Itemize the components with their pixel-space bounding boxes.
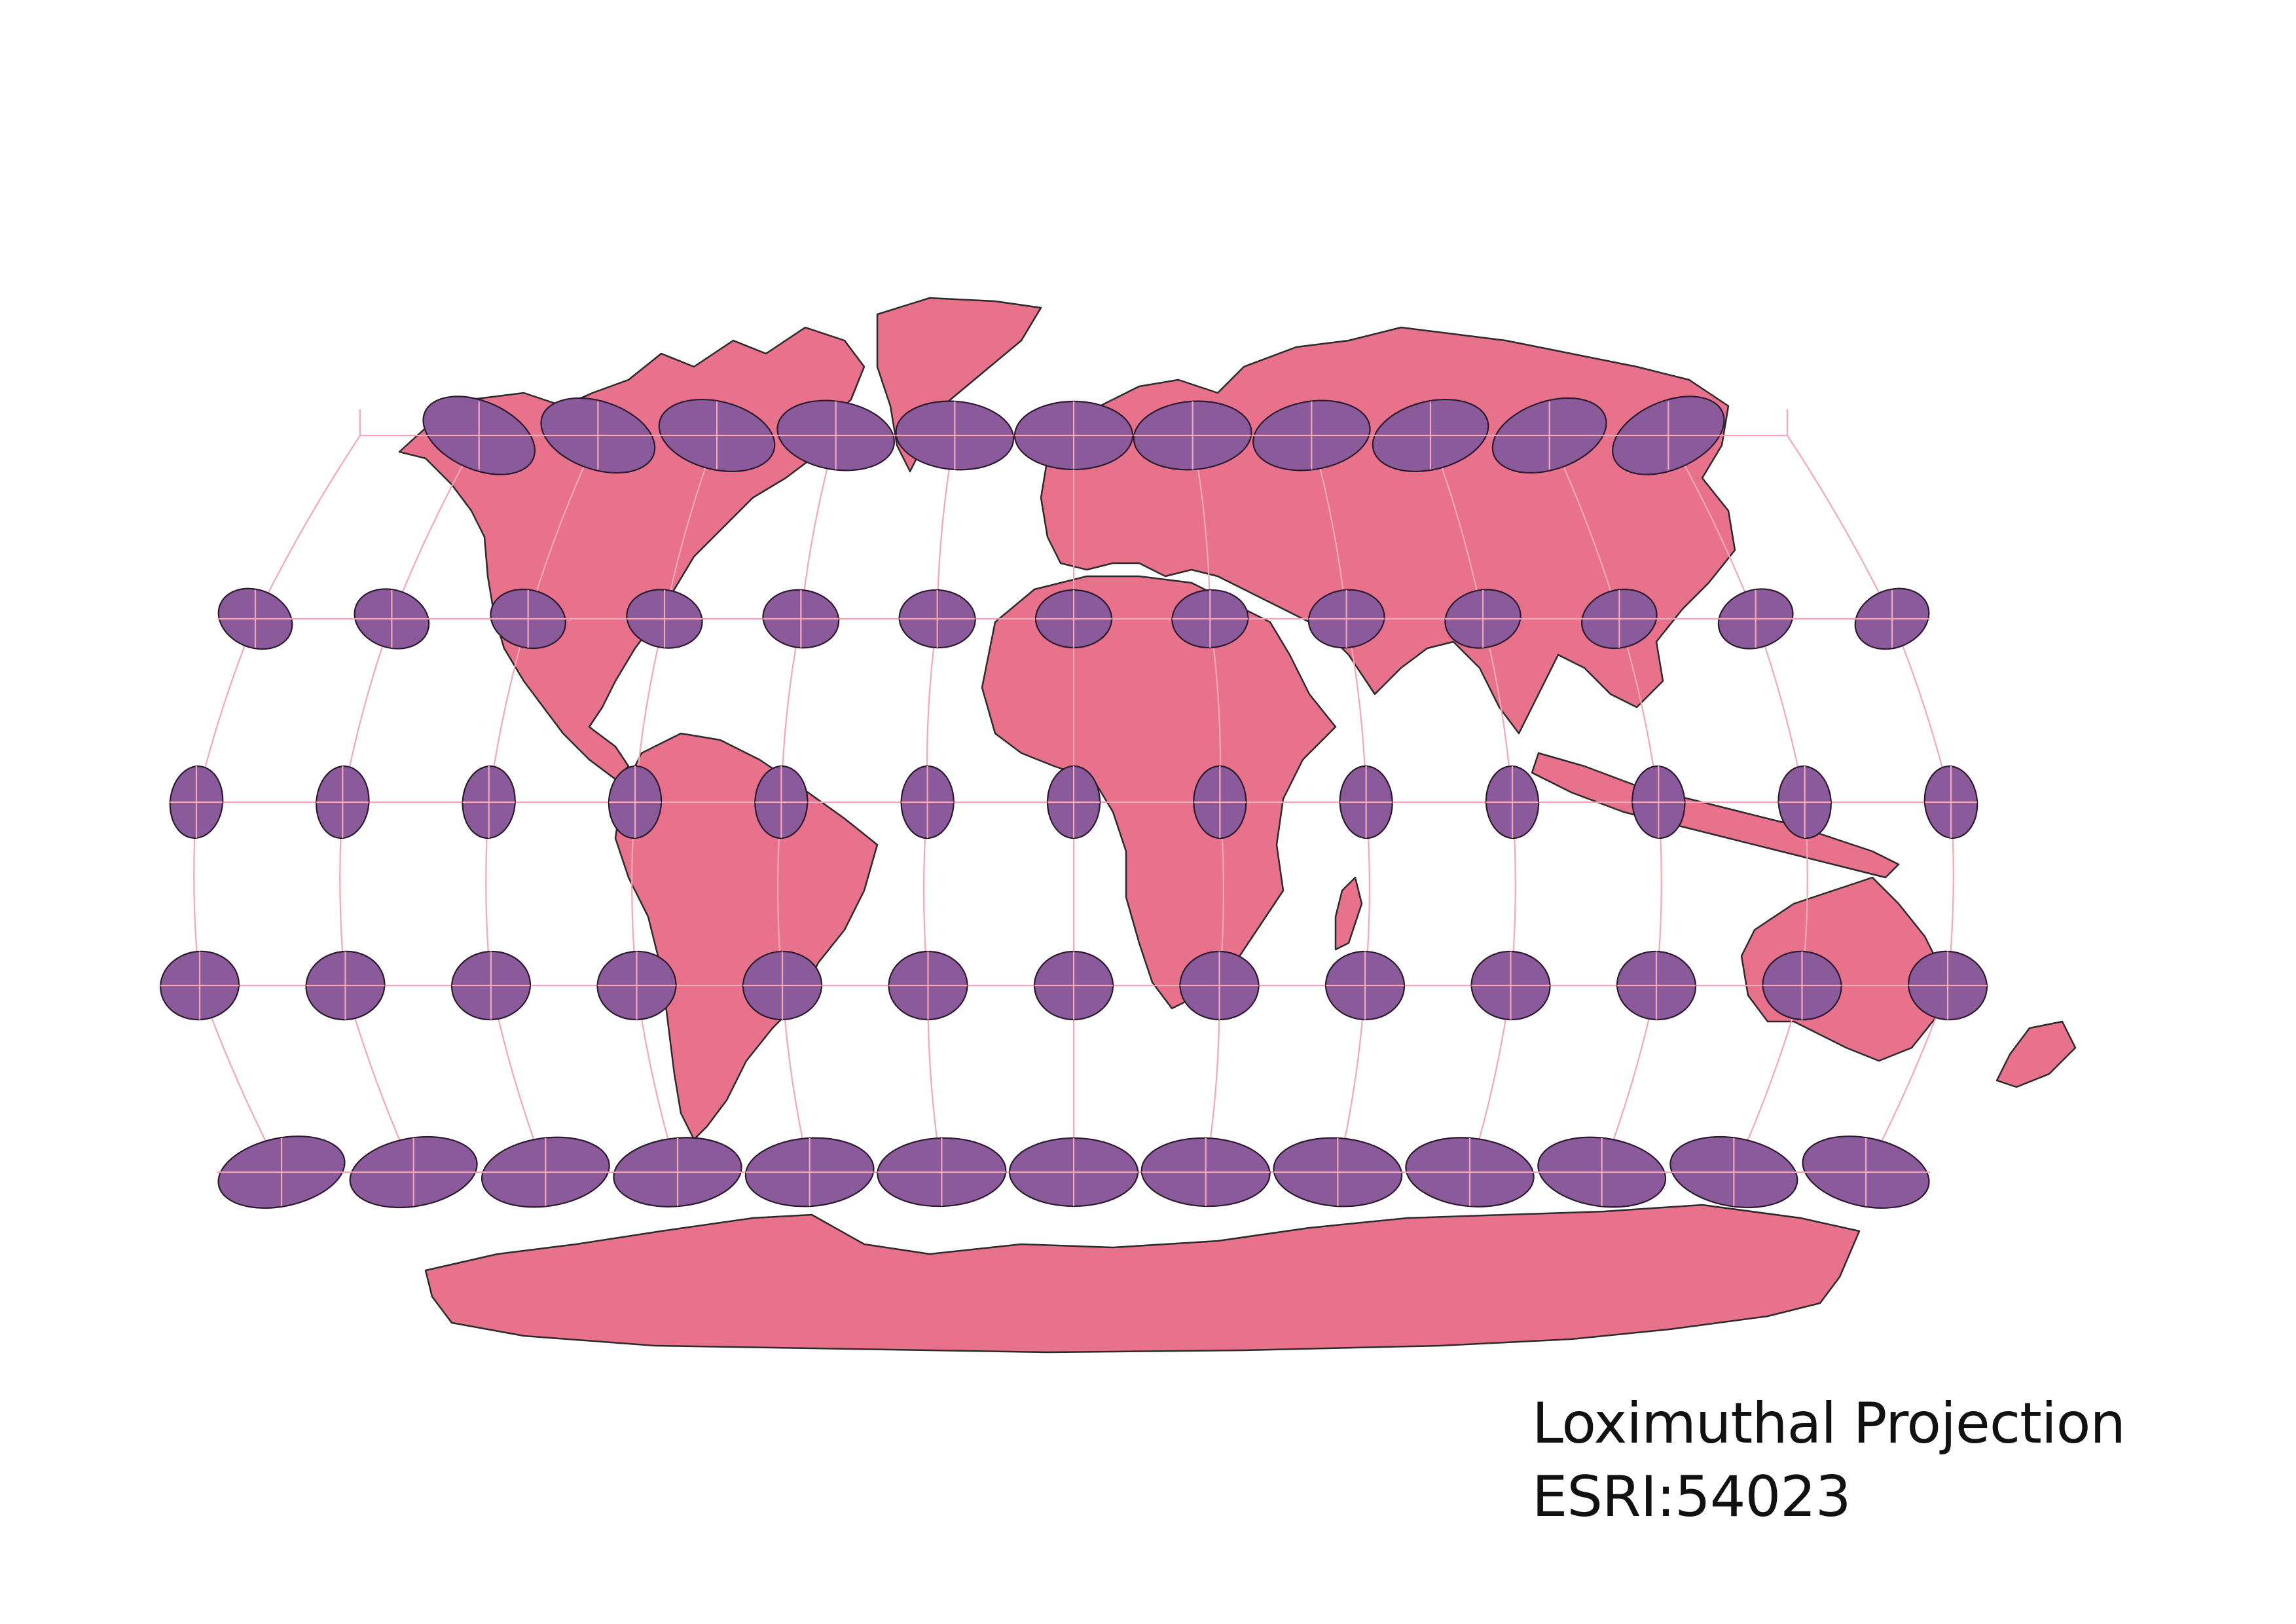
southeast-asia-islands [1531,752,1900,879]
tissot-indicatrix-layer [160,396,1988,1209]
map-caption: Loximuthal Projection ESRI:54023 [1532,1387,2126,1534]
antarctica [424,1204,1861,1354]
north-america [398,326,866,781]
madagascar [1334,876,1363,951]
crs-code: ESRI:54023 [1532,1464,1851,1530]
africa [981,575,1337,1010]
new-zealand [1995,1020,2077,1088]
projection-name: Loximuthal Projection [1532,1391,2126,1456]
